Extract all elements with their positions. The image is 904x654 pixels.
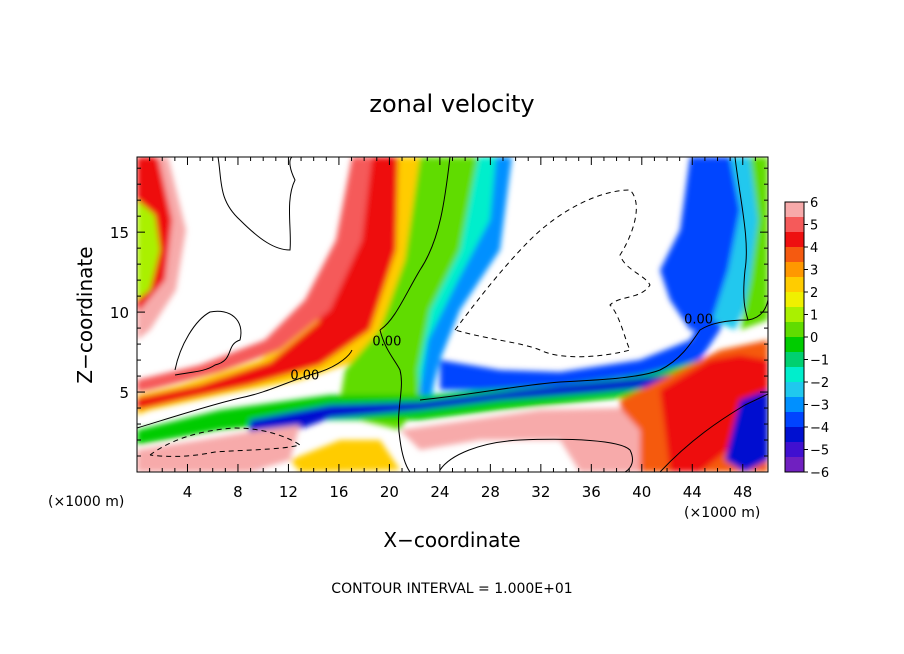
colorbar-swatch [785,367,804,383]
contour-bottom-band [419,299,768,401]
colorbar-swatch [785,277,804,293]
contour-zero-left [137,349,353,429]
x-tick-label: 12 [279,483,298,501]
colorbar-tick-label: −1 [810,354,829,369]
x-axis-label: X−coordinate [383,528,520,552]
field-upper-blue-edge [440,322,720,390]
x-tick-label: 8 [233,483,243,501]
x-tick-label: 40 [632,483,651,501]
plot-area: 0.00 0.00 0.00 [137,157,768,472]
colorbar-tick-label: −3 [810,399,829,414]
chart-title: zonal velocity [369,90,534,118]
colorbar-swatch [785,442,804,458]
colorbar-swatch [785,457,804,473]
contour-top-left [217,157,296,251]
x-tick-label: 16 [329,483,348,501]
contour-bottom-oval [439,438,633,472]
colorbar-swatch [785,202,804,218]
x-unit-label-left: (×1000 m) [48,494,124,510]
contour-zero-center [379,329,411,472]
field-green-band [340,157,490,430]
colorbar-tick-label: 6 [810,196,818,211]
x-tick-label: 32 [531,483,550,501]
contour-left-loop [174,310,242,376]
field-lower-blue [245,360,768,470]
x-tick-label: 36 [582,483,601,501]
contour-right-column [734,157,749,321]
x-axis: 4 8 12 16 20 24 28 32 36 40 44 48 [149,157,756,501]
colorbar-swatch [785,337,804,353]
x-tick-label: 48 [733,483,752,501]
contour-interval-footer: CONTOUR INTERVAL = 1.000E+01 [331,581,572,597]
colorbar-swatch [785,382,804,398]
colorbar-tick-label: −6 [810,466,829,481]
field-bottom-right-red [660,355,768,472]
colorbar-tick-label: −4 [810,421,829,436]
field-left-green [137,200,160,300]
contours [137,157,768,472]
y-tick-label: 5 [119,384,129,402]
field-bottom-left-blue [137,425,300,472]
colorbar-tick-label: −5 [810,444,829,459]
negative-contours [149,189,651,457]
colorbar-swatch [785,292,804,308]
field-red-band [137,157,398,410]
contour-bottom-right [659,393,768,472]
x-tick-label: 44 [683,483,702,501]
colorbar-tick-label: 5 [810,219,818,234]
contour-label: 0.00 [372,335,401,350]
colorbar-tick-label: 1 [810,309,818,324]
colorbar-tick-label: −2 [810,376,829,391]
contour-label: 0.00 [290,368,319,383]
colorbar-swatch [785,217,804,233]
contour-dashed-center [454,189,651,358]
colorbar-swatch [785,232,804,248]
field-right-cyan [712,157,760,330]
x-tick-label: 28 [481,483,500,501]
colorbar-swatch [785,262,804,278]
field-bottom-left-yellow [290,440,400,472]
velocity-field [137,157,768,472]
x-tick-label: 4 [183,483,193,501]
field-right-green [740,157,768,330]
colorbar-tick-label: 0 [810,331,818,346]
colorbar-swatch [785,412,804,428]
x-unit-label-right: (×1000 m) [684,505,760,521]
y-axis-label: Z−coordinate [73,246,97,383]
contour-green-right [379,157,451,331]
colorbar-swatch [785,307,804,323]
contour-dashed-lower-left [149,427,302,457]
field-bottom-right-blue [725,390,768,472]
colorbar-tick-label: 2 [810,286,818,301]
contour-labels: 0.00 0.00 0.00 [290,312,713,383]
y-tick-label: 15 [110,224,129,242]
colorbar-swatch [785,427,804,443]
colorbar-swatch [785,397,804,413]
x-tick-label: 20 [380,483,399,501]
colorbar-tick-label: 3 [810,264,818,279]
colorbar-swatch [785,322,804,338]
field-blue-band [418,157,512,400]
y-tick-label: 10 [110,304,129,322]
colorbar: 6 5 4 3 2 1 0 −1 −2 −3 −4 −5 −6 [784,196,829,481]
colorbar-swatch [785,352,804,368]
y-axis: 5 10 15 [110,167,768,457]
x-tick-label: 24 [430,483,449,501]
colorbar-tick-label: 4 [810,241,818,256]
contour-label: 0.00 [684,312,713,327]
field-pink-band [137,157,372,392]
colorbar-swatch [785,247,804,263]
